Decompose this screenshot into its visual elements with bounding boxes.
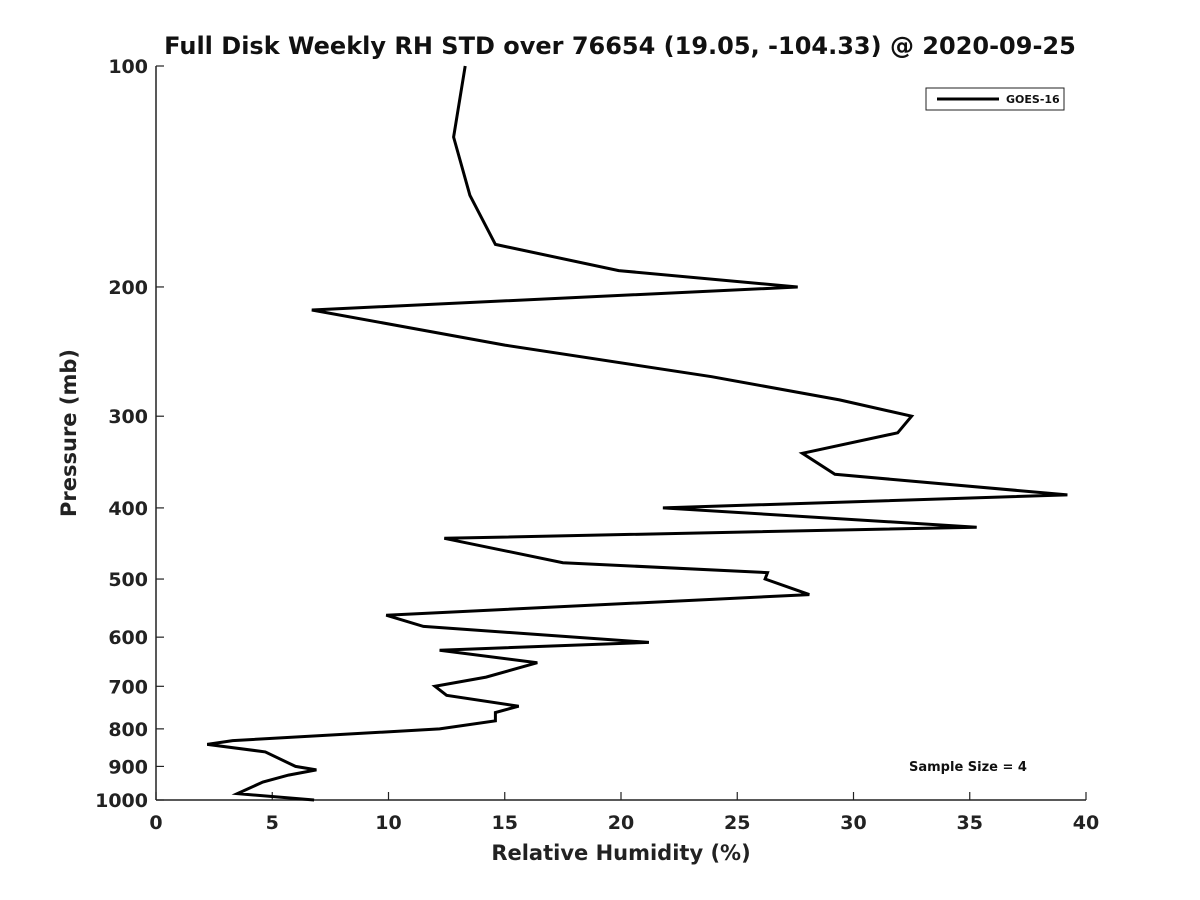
x-tick-label: 20 <box>608 812 634 834</box>
y-tick-label: 100 <box>108 56 148 78</box>
y-tick-label: 400 <box>108 498 148 520</box>
x-tick-label: 5 <box>266 812 279 834</box>
y-tick-label: 500 <box>108 569 148 591</box>
x-tick-label: 10 <box>375 812 401 834</box>
y-tick-label: 300 <box>108 406 148 428</box>
sample-size-annotation: Sample Size = 4 <box>909 760 1027 775</box>
plot-area: 0 5 10 15 20 25 30 35 40 100 200 300 400 500 600 700 80… <box>95 56 1099 834</box>
y-tick-label: 700 <box>108 676 148 698</box>
x-tick-label: 35 <box>957 812 983 834</box>
y-tick-label: 200 <box>108 277 148 299</box>
y-axis-label: Pressure (mb) <box>57 349 81 517</box>
x-tick-label: 30 <box>840 812 866 834</box>
x-axis-ticks: 0 5 10 15 20 25 30 35 40 <box>149 792 1099 834</box>
x-tick-label: 40 <box>1073 812 1099 834</box>
chart-title: Full Disk Weekly RH STD over 76654 (19.0… <box>164 32 1076 60</box>
y-tick-label: 1000 <box>95 790 148 812</box>
x-tick-label: 0 <box>149 812 162 834</box>
series-line-goes-16 <box>206 65 1068 802</box>
x-axis-label: Relative Humidity (%) <box>491 841 750 865</box>
y-tick-label: 800 <box>108 719 148 741</box>
y-tick-label: 900 <box>108 756 148 778</box>
legend-entry-goes-16: GOES-16 <box>1006 93 1060 106</box>
x-tick-label: 15 <box>492 812 518 834</box>
y-tick-label: 600 <box>108 627 148 649</box>
series-layer <box>206 65 1068 802</box>
y-axis-ticks: 100 200 300 400 500 600 700 800 900 1000 <box>95 56 164 812</box>
legend: GOES-16 <box>925 87 1065 111</box>
x-tick-label: 25 <box>724 812 750 834</box>
